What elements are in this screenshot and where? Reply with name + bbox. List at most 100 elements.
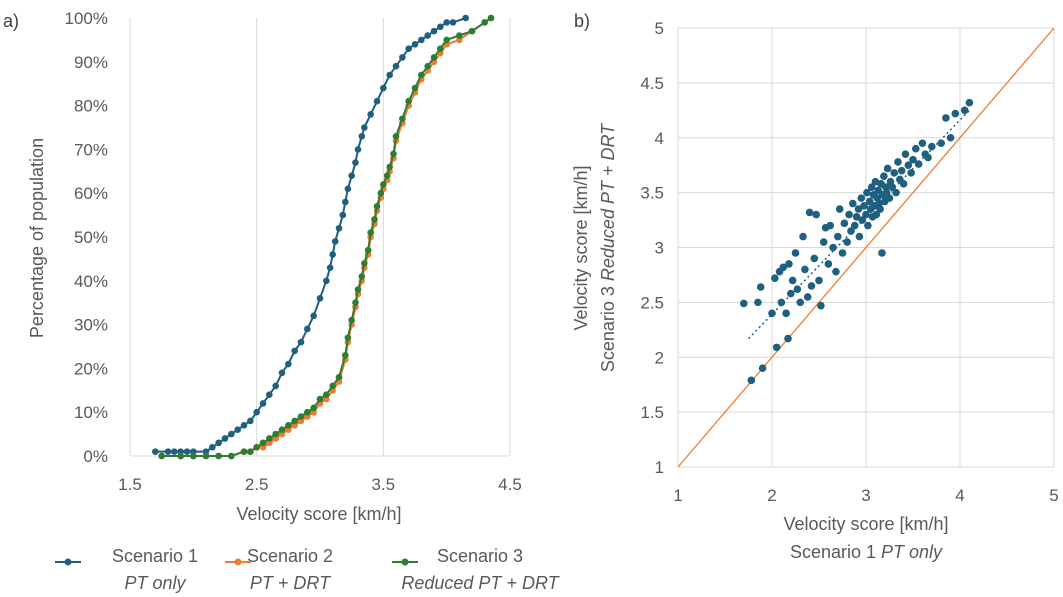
series-1-point: [228, 430, 235, 438]
series-3-point: [228, 452, 235, 460]
panel-b-xtick-label: 5: [1049, 486, 1058, 505]
series-1-point: [316, 295, 324, 302]
scatter-point: [942, 114, 950, 122]
series-3-point: [259, 439, 267, 447]
series-3-point: [329, 382, 336, 390]
scatter-point: [793, 285, 802, 294]
series-1-point: [310, 312, 317, 320]
panel-b-ytick-label: 1: [655, 458, 664, 477]
series-1-point: [358, 132, 366, 140]
series-3-point: [344, 334, 352, 342]
series-3-point: [348, 316, 355, 324]
panel-a-ytick-label: 30%: [74, 316, 108, 335]
series-3-point: [202, 452, 210, 460]
series-3-point: [373, 203, 381, 210]
scatter-point: [740, 299, 748, 308]
series-3-point: [285, 422, 292, 429]
scatter-point: [785, 260, 793, 268]
scatter-point: [924, 153, 932, 162]
scatter-point: [771, 274, 779, 283]
series-1-point: [354, 146, 362, 153]
panel-b-chart: b) 1 2 3 4 5 1 1.5 2 2.5 3 3.5 4 4.5 5 Velocity score…: [571, 11, 1059, 562]
series-1-point: [259, 400, 267, 407]
panel-b-ytick-label: 1.5: [640, 403, 664, 422]
series-3-point: [158, 452, 165, 460]
scatter-point: [876, 205, 884, 213]
series-1-point: [209, 443, 216, 451]
scatter-point: [890, 169, 898, 177]
series-1-point: [331, 238, 339, 245]
scatter-point: [857, 194, 866, 202]
series-3-point: [392, 132, 400, 140]
panel-a-ytick-label: 60%: [74, 184, 108, 203]
scatter-point: [832, 267, 840, 276]
scatter-point: [855, 232, 864, 241]
legend-sublabel: Reduced PT + DRT: [401, 573, 560, 593]
scatter-point: [788, 276, 797, 285]
series-3-point: [177, 452, 184, 460]
scatter-point: [843, 238, 851, 246]
scatter-point: [845, 210, 853, 219]
panel-a-ytick-label: 90%: [74, 53, 108, 72]
series-3-point: [364, 246, 372, 254]
scatter-point: [892, 188, 900, 197]
scatter-point: [965, 98, 974, 107]
series-3-point: [377, 189, 385, 197]
series-1-point: [335, 224, 343, 232]
panel-a-xtick-label: 2.5: [245, 475, 269, 494]
series-1-point: [437, 23, 444, 31]
legend-swatch-marker: [401, 558, 409, 566]
series-1-point: [418, 36, 425, 44]
panel-b-label: b): [574, 11, 590, 31]
series-3-point: [278, 426, 286, 434]
panel-a-ticks: 1.5 2.5 3.5 4.5 0% 10% 20% 30% 40% 50% 60% 70% 80% 90…: [65, 9, 522, 494]
series-1-point: [424, 32, 431, 39]
series-3-point: [253, 443, 260, 451]
scatter-point: [883, 164, 892, 173]
series-3-point: [190, 452, 197, 460]
series-3-point: [418, 71, 425, 79]
panel-b-xtick-label: 4: [955, 486, 964, 505]
series-1-point: [152, 448, 159, 455]
scatter-point: [899, 180, 908, 188]
series-3-point: [266, 435, 273, 442]
series-1-point: [323, 277, 330, 285]
series-3-point: [390, 150, 397, 158]
series-3-point: [367, 229, 374, 236]
panel-a-gridlines: [129, 18, 511, 457]
scatter-point: [878, 249, 886, 257]
panel-b-xlabel-secondary: Scenario 1 PT only: [790, 542, 943, 562]
panel-a-chart: a) 1.5 2.5 3.5 4.5 0% 10% 20% 30% 40% 50% 60% 70% 80…: [3, 9, 522, 524]
series-3-point: [310, 404, 317, 412]
scatter-point: [777, 298, 786, 307]
legend-swatch-marker: [64, 558, 72, 566]
series-1-point: [386, 71, 393, 79]
panel-b-lines: [677, 27, 1055, 468]
scatter-point: [860, 201, 868, 210]
series-3-point: [323, 391, 330, 398]
legend-label: Scenario 3: [437, 546, 523, 566]
series-1-point: [449, 19, 457, 26]
legend-item-3: Scenario 3 Reduced PT + DRT: [392, 546, 561, 593]
series-3-point: [481, 19, 488, 26]
panel-a-ytick-label: 80%: [74, 97, 108, 116]
panel-a-ylabel: Percentage of population: [27, 138, 47, 338]
series-1-point: [297, 338, 305, 346]
panel-a-ytick-label: 10%: [74, 403, 108, 422]
panel-a-ytick-label: 40%: [74, 272, 108, 291]
series-1-point: [348, 172, 355, 179]
series-1-point: [361, 124, 368, 131]
series-3-point: [380, 181, 387, 188]
scatter-point: [819, 238, 828, 246]
series-1-point: [373, 97, 381, 105]
scatter-point: [799, 232, 807, 241]
series-1-point: [285, 360, 292, 368]
scatter-point: [862, 210, 870, 219]
series-1-point: [443, 19, 450, 26]
series-1-point: [462, 14, 469, 22]
scatter-point: [849, 199, 857, 208]
scatter-point: [914, 160, 923, 168]
series-3-point: [297, 413, 305, 420]
scatter-point: [880, 172, 888, 180]
